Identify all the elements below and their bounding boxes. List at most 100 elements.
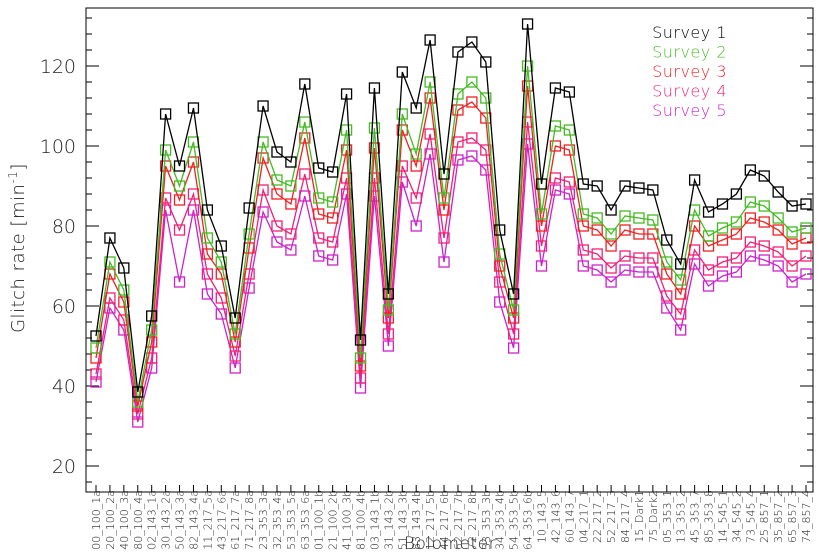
data-point-marker (187, 156, 200, 168)
data-point-marker (146, 324, 158, 336)
data-point-marker (730, 188, 743, 200)
data-point-marker (591, 264, 603, 276)
series-layer (90, 18, 812, 428)
data-point-marker (271, 236, 283, 248)
x-tick-label: 44_217_6b (438, 490, 451, 550)
data-point-marker (159, 108, 172, 120)
data-point-marker (452, 154, 464, 166)
data-point-marker (577, 178, 589, 190)
data-point-marker (494, 260, 506, 272)
data-point-marker (173, 180, 186, 192)
x-tick-label: 03_143_1b (368, 490, 381, 550)
data-point-marker (243, 202, 255, 214)
data-point-marker (396, 66, 408, 78)
data-point-marker (535, 178, 548, 190)
data-point-marker (271, 146, 283, 158)
data-point-marker (466, 76, 478, 88)
data-point-marker (591, 248, 603, 260)
x-tick-label: 12_217_5b (424, 490, 437, 550)
legend-entry: Survey 1 (652, 23, 727, 42)
data-point-marker (730, 216, 743, 228)
data-point-marker (201, 268, 214, 280)
data-point-marker (786, 226, 798, 238)
data-point-marker (257, 206, 269, 218)
data-point-marker (173, 224, 186, 236)
data-point-marker (229, 336, 241, 348)
legend-entry: Survey 4 (652, 82, 727, 101)
data-point-marker (633, 266, 645, 278)
data-point-marker (382, 340, 395, 352)
x-tick-label: 71_217_8a (243, 490, 256, 550)
data-point-marker (716, 198, 729, 210)
plot-area-border (85, 7, 814, 493)
data-point-marker (327, 254, 339, 266)
data-point-marker (410, 148, 422, 160)
data-point-marker (466, 150, 478, 162)
x-tick-label: 60_143_7 (563, 490, 576, 543)
x-tick-label: 82_143_4a (187, 490, 200, 550)
x-tick-label: 45_353_7 (689, 490, 702, 543)
data-point-marker (758, 170, 770, 182)
data-point-marker (313, 232, 325, 244)
x-tick-label: 34_353_4b (494, 490, 507, 550)
data-point-marker (507, 304, 520, 316)
data-point-marker (591, 224, 603, 236)
legend-entry: Survey 3 (652, 62, 727, 81)
data-point-marker (396, 108, 408, 120)
data-point-marker (466, 96, 478, 108)
series-line (95, 23, 807, 393)
data-point-marker (118, 284, 130, 296)
x-tick-label: 64_353_6b (522, 490, 535, 550)
x-tick-label: 11_217_5a (201, 490, 214, 550)
data-point-marker (285, 180, 297, 192)
data-point-marker (243, 282, 255, 294)
data-point-marker (215, 240, 227, 252)
data-point-marker (159, 192, 172, 204)
x-tick-label: 75_Dark2 (647, 490, 660, 543)
data-point-marker (563, 144, 575, 156)
x-tick-label: 61_217_7a (229, 490, 242, 550)
x-tick-label: 84_217_4 (619, 490, 632, 543)
x-tick-label: 22_217_2 (591, 490, 604, 543)
data-point-marker (563, 86, 575, 98)
x-tick-label: 23_353_3a (257, 490, 270, 550)
data-point-marker (702, 206, 715, 218)
data-point-marker (730, 252, 743, 264)
data-point-marker (521, 60, 534, 72)
x-tick-label: 21_100_2b (327, 490, 340, 550)
data-point-marker (132, 408, 144, 420)
data-point-marker (132, 386, 144, 398)
data-point-marker (494, 224, 506, 236)
data-point-marker (90, 330, 102, 342)
data-point-marker (591, 180, 603, 192)
x-tick-label: 25_857_1 (758, 490, 771, 543)
data-point-marker (661, 268, 673, 280)
data-point-marker (605, 276, 617, 288)
data-point-marker (716, 256, 729, 268)
data-point-marker (354, 372, 367, 384)
data-point-marker (619, 224, 631, 236)
data-point-marker (619, 250, 631, 262)
x-tick-label: 63_353_6a (299, 490, 312, 550)
x-tick-label: 52_217_3 (605, 490, 618, 543)
y-tick-label: 100 (40, 136, 76, 158)
series-line (95, 85, 807, 407)
data-point-marker (619, 210, 631, 222)
x-tick-label: 33_353_3b (480, 490, 493, 550)
data-point-marker (800, 268, 812, 280)
x-tick-label: 20_100_2a (104, 490, 117, 550)
data-point-marker (507, 328, 520, 340)
data-point-marker (800, 222, 812, 234)
x-tick-label: 80_100_4a (132, 490, 145, 550)
x-tick-label: 81_100_4b (355, 490, 368, 550)
data-point-marker (368, 122, 381, 134)
y-axis-label-main: Glitch rate [min (8, 184, 29, 333)
data-point-marker (633, 252, 645, 264)
x-tick-label: 85_353_8 (703, 490, 716, 543)
data-point-marker (340, 124, 353, 136)
data-point-marker (521, 18, 534, 30)
data-point-marker (118, 314, 130, 326)
data-point-marker (786, 260, 798, 272)
data-point-marker (507, 288, 520, 300)
x-tick-label: 62_217_7b (452, 490, 465, 550)
